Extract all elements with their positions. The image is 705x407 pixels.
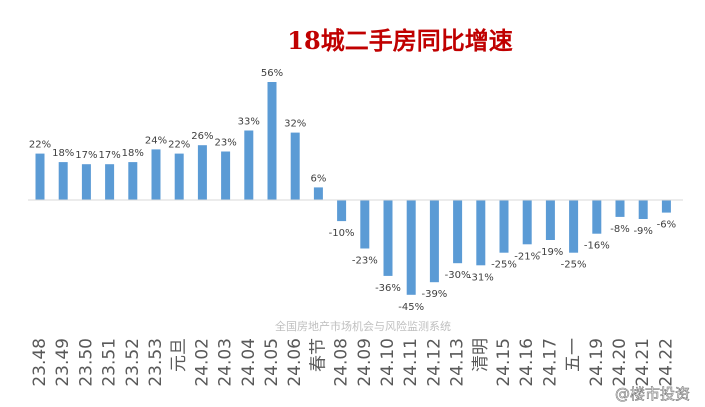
bar-24.03 — [221, 151, 231, 200]
value-label: 26% — [191, 131, 213, 142]
value-label: 24% — [145, 135, 167, 146]
x-tick-label: 24.09 — [355, 338, 375, 387]
x-tick-label: 24.02 — [192, 338, 212, 387]
bar-24.11 — [406, 200, 416, 295]
value-labels-layer: 22%18% 17% 17% 18%24% 22%26%23%33%56%32%6%-1… — [29, 68, 676, 313]
x-tick-label: 24.03 — [216, 338, 236, 387]
x-tick-label: 23.50 — [76, 338, 96, 387]
value-label: -30% — [445, 270, 471, 281]
value-label: -19% — [537, 247, 563, 258]
x-tick-label: 23.49 — [53, 338, 73, 387]
watermark-text: @楼市投资 — [615, 385, 690, 403]
bar-24.12 — [429, 200, 439, 283]
x-axis-ticks: 23.48 23.49 23.50 23.51 23.52 23.53 元旦 24.02 24.… — [30, 338, 676, 387]
value-label: -9% — [633, 226, 652, 237]
value-label: -39% — [421, 289, 447, 300]
source-text: 全国房地产市场机会与风险监测系统 — [275, 319, 451, 333]
value-label: 18% — [122, 148, 144, 159]
x-tick-label: 清明 — [471, 338, 491, 372]
value-label: -10% — [329, 228, 355, 239]
bar-24.22 — [661, 200, 671, 213]
value-label: -21% — [514, 251, 540, 262]
value-label: -36% — [375, 283, 401, 294]
bar-24.08 — [337, 200, 347, 222]
value-label: 33% — [238, 117, 260, 128]
x-tick-label: 24.15 — [494, 338, 514, 387]
x-tick-label: 23.52 — [123, 338, 143, 387]
bar-24.02 — [197, 145, 207, 200]
bar-23.48 — [35, 153, 45, 200]
x-tick-label: 24.13 — [448, 338, 468, 387]
bar-24.15 — [499, 200, 509, 253]
value-label: 18% — [52, 148, 74, 159]
bar-24.13 — [453, 200, 463, 264]
bar-23.49 — [58, 162, 68, 200]
value-label: -31% — [468, 272, 494, 283]
bar-春节 — [313, 187, 323, 200]
value-label: 17% — [75, 150, 97, 161]
x-tick-label: 23.48 — [30, 338, 50, 387]
x-tick-label: 24.20 — [610, 338, 630, 387]
bar-24.16 — [522, 200, 532, 245]
x-tick-label: 24.21 — [633, 338, 653, 387]
value-label: 6% — [310, 173, 326, 184]
x-tick-label: 24.08 — [332, 338, 352, 387]
bar-23.52 — [128, 162, 138, 200]
value-label: -23% — [352, 256, 378, 267]
x-tick-label: 24.11 — [401, 338, 421, 387]
x-tick-label: 23.53 — [146, 338, 166, 387]
value-label: 17% — [98, 150, 120, 161]
bars-layer — [35, 82, 671, 295]
bar-五一 — [569, 200, 579, 253]
bar-23.51 — [105, 164, 115, 200]
value-label: 56% — [261, 68, 283, 79]
x-tick-label: 24.12 — [424, 338, 444, 387]
value-label: 22% — [168, 140, 190, 151]
x-tick-label: 24.22 — [656, 338, 676, 387]
x-tick-label: 24.05 — [262, 338, 282, 387]
x-tick-label: 24.04 — [239, 338, 259, 387]
value-label: -45% — [398, 302, 424, 313]
x-tick-label: 24.19 — [587, 338, 607, 387]
value-label: 22% — [29, 140, 51, 151]
value-label: 23% — [214, 138, 236, 149]
bar-24.17 — [545, 200, 555, 240]
x-tick-label: 24.06 — [285, 338, 305, 387]
bar-24.21 — [638, 200, 648, 219]
value-label: -8% — [610, 224, 629, 235]
value-label: -25% — [561, 260, 587, 271]
bar-元旦 — [174, 153, 184, 200]
bar-24.05 — [267, 82, 277, 200]
bar-24.04 — [244, 130, 254, 200]
x-tick-label: 春节 — [308, 338, 328, 372]
bar-23.50 — [81, 164, 91, 200]
x-tick-label: 五一 — [564, 338, 584, 372]
bar-24.09 — [360, 200, 370, 249]
x-tick-label: 24.16 — [517, 338, 537, 387]
value-label: -6% — [657, 220, 676, 231]
bar-24.19 — [592, 200, 602, 234]
bar-清明 — [476, 200, 486, 266]
bar-23.53 — [151, 149, 161, 200]
x-tick-label: 23.51 — [100, 338, 120, 387]
value-label: 32% — [284, 119, 306, 130]
x-tick-label: 元旦 — [169, 338, 189, 372]
bar-24.06 — [290, 132, 300, 200]
x-tick-label: 24.10 — [378, 338, 398, 387]
x-tick-label: 24.17 — [540, 338, 560, 387]
value-label: -25% — [491, 260, 517, 271]
bar-24.10 — [383, 200, 393, 276]
value-label: -16% — [584, 241, 610, 252]
bar-24.20 — [615, 200, 625, 217]
chart-title: 18城二手房同比增速 — [287, 26, 512, 55]
